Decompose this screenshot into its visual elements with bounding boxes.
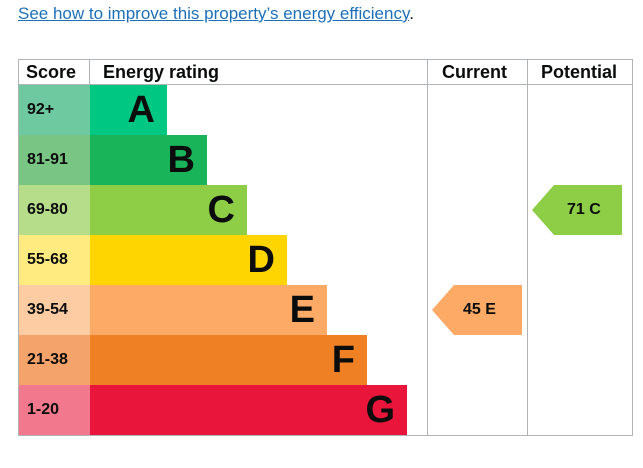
rating-band-letter: A [127, 89, 155, 131]
rating-bar-f: F [90, 335, 367, 385]
potential-arrow-shape [532, 185, 622, 235]
score-range: 69-80 [19, 185, 90, 235]
column-divider [527, 59, 528, 435]
improve-link-line: See how to improve this property’s energ… [18, 4, 414, 24]
header-potential: Potential [541, 62, 618, 82]
rating-band-letter: C [207, 189, 235, 231]
score-range: 81-91 [19, 135, 90, 185]
column-divider [427, 59, 428, 435]
rating-band-letter: B [167, 139, 195, 181]
rating-bar-a: A [90, 85, 167, 135]
potential-rating-label: 71 C [567, 201, 601, 218]
rating-band-letter: G [365, 389, 395, 431]
table-frame [18, 59, 633, 436]
link-suffix: . [409, 4, 414, 23]
score-range: 21-38 [19, 335, 90, 385]
rating-bar-b: B [90, 135, 207, 185]
rating-bar-e: E [90, 285, 327, 335]
improve-efficiency-link[interactable]: See how to improve this property’s energ… [18, 4, 410, 23]
score-range: 55-68 [19, 235, 90, 285]
header-current: Current [442, 62, 508, 82]
current-rating-label: 45 E [463, 301, 496, 318]
rating-bar-c: C [90, 185, 247, 235]
rating-bar-g: G [90, 385, 407, 435]
rating-band-letter: F [331, 339, 355, 381]
header-divider [18, 84, 632, 85]
rating-bar-d: D [90, 235, 287, 285]
rating-band-letter: E [289, 289, 315, 331]
energy-rating-table: Score Energy rating Current Potential 92… [18, 59, 633, 436]
score-range: 39-54 [19, 285, 90, 335]
header-energy-rating: Energy rating [103, 62, 220, 82]
current-arrow-shape [432, 285, 522, 335]
header-score: Score [26, 62, 77, 82]
score-range: 1-20 [19, 385, 90, 435]
score-range: 92+ [19, 85, 90, 135]
rating-band-letter: D [247, 239, 275, 281]
